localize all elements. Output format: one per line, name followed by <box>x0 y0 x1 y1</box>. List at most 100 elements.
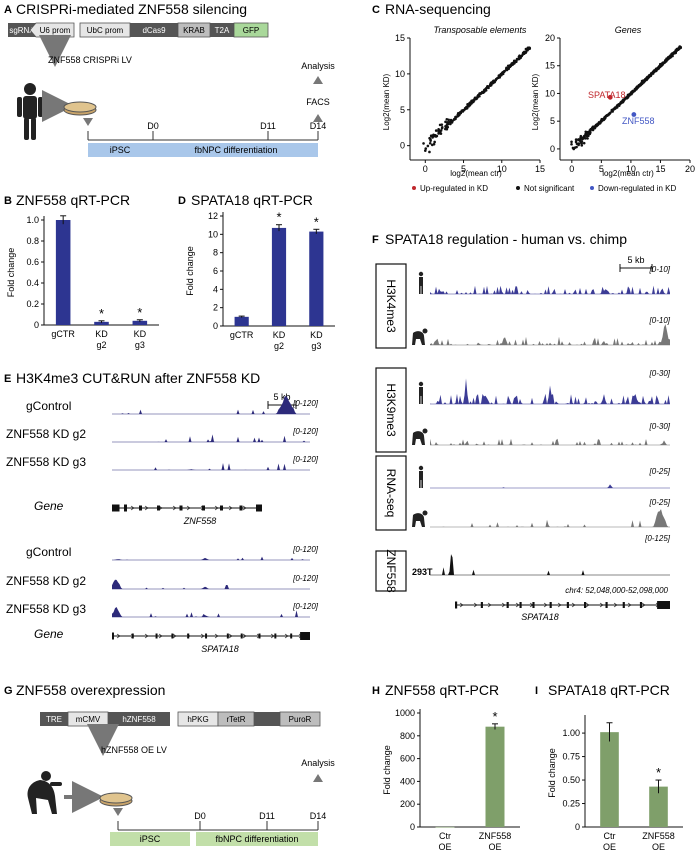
te-ytick-label: 10 <box>395 69 405 79</box>
f-coords: chr4: 52,048,000-52,098,000 <box>565 586 668 595</box>
stage-ipsc-label: iPSC <box>110 145 131 155</box>
e-gene1-strand-chevron <box>144 505 149 511</box>
genes-xtick-label: 5 <box>599 164 604 174</box>
analysis-label: Analysis <box>301 61 335 71</box>
e-gene2-exon <box>171 633 174 639</box>
b-bar <box>55 220 71 325</box>
e-gene1-name: ZNF558 <box>183 516 217 526</box>
e-gene2-exon <box>112 632 114 640</box>
genes-point <box>677 46 681 50</box>
b-ytick-label: 0 <box>34 320 39 330</box>
genes-point <box>588 131 592 134</box>
facs-up-triangle <box>313 114 323 122</box>
f-cell-line-label: 293T <box>412 567 433 577</box>
f-track-signal <box>430 324 670 345</box>
label-d11: D11 <box>260 121 276 131</box>
panel-d-letter: D <box>178 195 186 207</box>
gfp-block <box>233 22 269 38</box>
te-title: Transposable elements <box>434 25 527 35</box>
genes-point <box>610 108 614 112</box>
e-gene2-strand-chevron <box>214 633 219 639</box>
d-sig-star: * <box>276 210 281 225</box>
i-bar <box>649 786 668 827</box>
te-point <box>460 109 464 113</box>
panel-h: H ZNF558 qRT-PCR 0 200 400 600 800 1000 Fold c… <box>372 682 520 852</box>
e-gene2-exon <box>240 633 243 639</box>
e-gene2-exon <box>155 633 158 639</box>
e-gene1-strand-chevron <box>228 505 233 511</box>
te-point <box>492 79 495 83</box>
i-ytick-label: 0.50 <box>562 775 580 785</box>
panel-h-letter: H <box>372 685 380 697</box>
e-gene2-exon <box>258 633 261 639</box>
genes-title: Genes <box>615 25 642 35</box>
panel-h-title: ZNF558 qRT-PCR <box>385 682 499 698</box>
d-ytick-label: 10 <box>208 229 218 239</box>
genes-point <box>586 132 589 135</box>
construct-puror: PuroR <box>289 715 312 724</box>
dish-down-triangle <box>83 118 93 126</box>
h-ytick-label: 800 <box>400 731 415 741</box>
oe-stage-fbnpc-label: fbNPC differentiation <box>216 834 299 844</box>
h-category-label: OE <box>438 842 451 852</box>
construct-gfp: GFP <box>243 26 259 35</box>
te-point <box>440 126 444 129</box>
genes-point <box>582 141 586 145</box>
te-point <box>514 60 518 63</box>
genes-point <box>640 81 644 85</box>
te-point <box>432 134 436 138</box>
legend-up: Up-regulated in KD <box>420 184 488 193</box>
h-ytick-label: 600 <box>400 754 415 764</box>
panel-d: D SPATA18 qRT-PCR 0 2 4 6 8 10 12 Fold change gC… <box>178 192 335 351</box>
puror-block <box>279 711 321 727</box>
f-gene-exon <box>532 602 535 608</box>
construct-hpkg: hPKG <box>187 715 208 724</box>
te-point <box>423 149 427 152</box>
d-bar <box>271 227 287 326</box>
oe-petri-dish-icon <box>99 792 133 807</box>
genes-point <box>626 94 630 97</box>
h-bar <box>435 826 455 828</box>
te-point <box>434 129 438 132</box>
construct-tre: TRE <box>46 715 62 724</box>
i-category-label: OE <box>652 842 665 852</box>
stage-fbnpc-label: fbNPC differentiation <box>195 145 278 155</box>
i-ytick-label: 0.25 <box>562 799 580 809</box>
d-ytick-label: 6 <box>213 266 218 276</box>
genes-point <box>648 73 652 77</box>
panel-e-letter: E <box>4 373 11 385</box>
construct-rtetr: rTetR <box>226 715 245 724</box>
e-gene-row-label: Gene <box>34 499 64 513</box>
panel-f-letter: F <box>372 234 379 246</box>
panel-b-title: ZNF558 qRT-PCR <box>16 192 130 208</box>
te-xlabel: log2(mean ctr) <box>450 169 502 178</box>
f-gene-strand-chevron <box>613 602 618 608</box>
f-gene-strand-chevron <box>515 602 520 608</box>
e-track-label: ZNF558 KD g2 <box>6 574 86 588</box>
te-point <box>517 55 521 59</box>
genes-point <box>585 134 589 138</box>
d-ylabel: Fold change <box>185 246 195 296</box>
genes-point <box>580 142 583 145</box>
te-point <box>484 86 488 90</box>
i-ylabel: Fold change <box>547 748 557 798</box>
te-point <box>426 144 430 148</box>
te-point <box>507 65 511 68</box>
genes-point <box>593 126 597 129</box>
te-point <box>446 121 450 124</box>
genes-point <box>668 56 671 60</box>
f-track-range: [0-25] <box>649 498 671 507</box>
panel-g-letter: G <box>4 685 13 697</box>
d-bar <box>234 316 249 326</box>
f-group-label: H3K4me3 <box>384 279 398 333</box>
f-group-box <box>375 455 407 531</box>
h-category-label: Ctr <box>439 831 451 841</box>
facs-label: FACS <box>306 97 330 107</box>
genes-xtick-label: 10 <box>626 164 636 174</box>
e-gene2-strand-chevron <box>172 633 177 639</box>
human-silhouette-icon <box>418 381 424 404</box>
f-gene-strand-chevron <box>543 602 548 608</box>
te-point <box>424 147 428 150</box>
te-point <box>451 119 454 123</box>
panel-i-letter: I <box>535 685 538 697</box>
